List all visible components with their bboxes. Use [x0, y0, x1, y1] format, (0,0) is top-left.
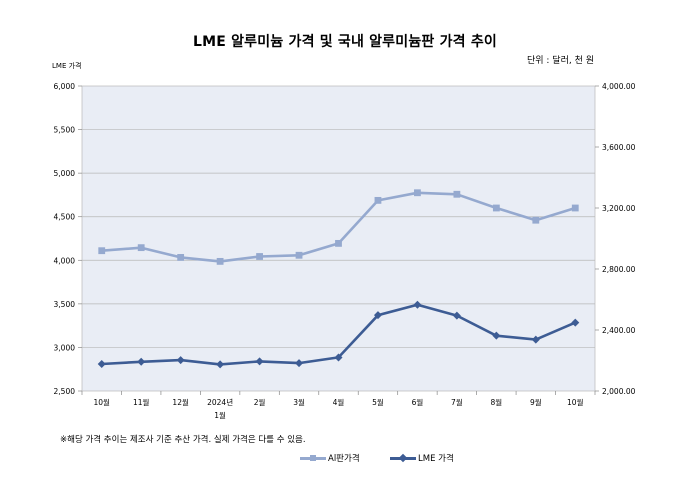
- data-point-square: [216, 257, 224, 265]
- y-right-tick-label: 3,200.00: [602, 204, 636, 213]
- diamond-marker-icon: [398, 453, 408, 462]
- y-right-tick-label: 2,000.00: [602, 387, 636, 396]
- data-point-diamond: [492, 331, 501, 340]
- y-left-tick-label: 3,000: [54, 343, 76, 352]
- chart-title: LME 알루미늄 가격 및 국내 알루미늄판 가격 추이: [193, 34, 497, 50]
- y-left-tick-label: 4,000: [54, 256, 76, 265]
- data-point-square: [571, 204, 579, 212]
- x-tick-label: 3월: [293, 397, 305, 407]
- data-point-square: [98, 247, 106, 255]
- data-point-square: [177, 254, 185, 261]
- footnote: ※해당 가격 추이는 제조사 기준 추산 가격. 실제 가격은 다를 수 있음.: [60, 435, 306, 445]
- legend-swatch-lme: [390, 453, 416, 462]
- x-tick-label: 12월: [172, 397, 189, 407]
- x-tick-label: 8월: [491, 397, 503, 407]
- x-tick-label: 6월: [412, 397, 424, 407]
- x-tick-label: 4월: [333, 397, 345, 407]
- data-point-square: [532, 216, 540, 224]
- plot-area: [81, 85, 596, 392]
- data-point-diamond: [216, 360, 225, 369]
- legend-swatch-al: [300, 454, 326, 461]
- legend-item-lme: LME 가격: [390, 452, 454, 464]
- data-point-diamond: [97, 359, 106, 368]
- left-axis-label: LME 가격: [52, 62, 82, 70]
- data-point-square: [256, 253, 263, 260]
- data-point-square: [137, 244, 145, 252]
- unit-label: 단위 : 달러, 천 원: [526, 56, 594, 66]
- y-left-tick-label: 5,000: [54, 169, 76, 178]
- x-tick-label: 1월: [214, 410, 226, 420]
- data-point-diamond: [452, 311, 461, 320]
- x-tick-label: 5월: [372, 397, 384, 407]
- data-point-diamond: [531, 335, 540, 344]
- x-tick-label: 2024년: [207, 397, 233, 407]
- y-left-tick-label: 3,500: [54, 300, 76, 309]
- data-point-square: [414, 189, 421, 197]
- y-left-tick-label: 6,000: [54, 82, 76, 91]
- data-point-diamond: [137, 357, 146, 366]
- data-point-square: [374, 196, 382, 204]
- y-right-tick-label: 2,400.00: [602, 326, 636, 335]
- legend-item-al: Al판가격: [300, 452, 360, 464]
- data-point-square: [453, 190, 461, 198]
- data-point-diamond: [413, 300, 422, 309]
- x-tick-label: 9월: [530, 397, 542, 407]
- data-point-diamond: [373, 311, 382, 320]
- y-left-tick-label: 4,500: [54, 213, 76, 222]
- data-point-diamond: [295, 359, 304, 368]
- x-tick-label: 7월: [451, 397, 463, 407]
- x-tick-label: 11월: [133, 397, 150, 407]
- y-left-tick-label: 2,500: [54, 387, 76, 396]
- y-right-tick-label: 4,000.00: [602, 82, 636, 91]
- x-tick-label: 2월: [254, 397, 266, 407]
- x-tick-label: 10월: [567, 397, 584, 407]
- y-right-tick-label: 2,800.00: [602, 265, 636, 274]
- y-left-tick-label: 5,500: [54, 126, 76, 135]
- legend-label-lme: LME 가격: [418, 454, 454, 464]
- data-point-square: [492, 204, 500, 212]
- legend: Al판가격 LME 가격: [0, 452, 690, 466]
- data-point-diamond: [255, 357, 264, 366]
- legend-label-al: Al판가격: [328, 454, 360, 464]
- data-point-square: [295, 251, 303, 259]
- data-point-diamond: [334, 353, 343, 362]
- y-right-tick-label: 3,600.00: [602, 143, 636, 152]
- data-point-diamond: [571, 318, 580, 327]
- data-point-diamond: [176, 356, 185, 365]
- square-marker-icon: [310, 454, 316, 461]
- x-tick-label: 10월: [94, 397, 111, 407]
- data-point-square: [335, 239, 342, 247]
